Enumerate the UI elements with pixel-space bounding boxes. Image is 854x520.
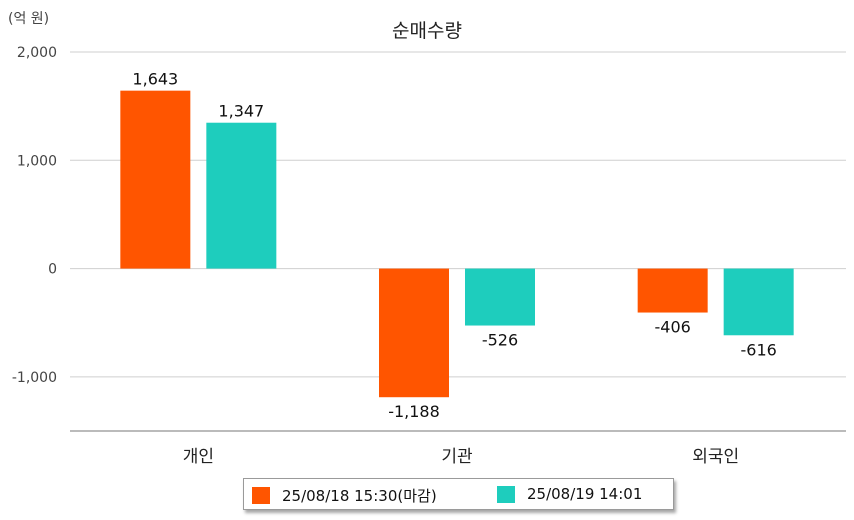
bar-1 [637,268,708,313]
grid-lines [70,51,846,378]
legend-item-series-2[interactable]: 25/08/19 14:01 [497,485,642,503]
y-tick-label: 2,000 [17,45,57,61]
y-tick-label: -1,000 [12,370,57,386]
legend-label: 25/08/19 14:01 [527,485,643,503]
x-tick-label: 기관 [441,447,472,467]
data-label: 1,347 [218,102,264,121]
x-tick-label: 외국인 [692,447,739,467]
y-axis-unit-label: (억 원) [8,11,50,27]
y-tick-label: 1,000 [17,153,57,169]
legend-swatch [252,487,270,504]
x-tick-label: 개인 [183,447,214,467]
data-label: -1,188 [388,402,440,421]
bar-1 [120,90,191,269]
data-label: -616 [741,340,777,359]
y-tick-label: 0 [48,262,57,278]
bars [120,90,794,398]
data-label: 1,643 [132,70,178,89]
chart-title: 순매수량 [392,20,462,42]
bar-1 [379,268,449,398]
data-label: -406 [655,318,691,337]
bar-2 [723,268,794,336]
legend-label: 25/08/18 15:30(마감) [282,487,437,505]
y-axis: 2,000 1,000 0 -1,000 [12,45,57,386]
legend: 25/08/18 15:30(마감) 25/08/19 14:01 [243,478,674,510]
data-label: -526 [482,331,518,350]
data-labels: 1,643 1,347 -1,188 -526 -406 -616 [132,70,776,422]
x-axis: 개인 기관 외국인 [70,430,846,467]
legend-swatch [497,485,515,503]
bar-2 [206,122,277,269]
legend-item-series-1[interactable]: 25/08/18 15:30(마감) [252,485,437,506]
bar-2 [465,268,535,326]
